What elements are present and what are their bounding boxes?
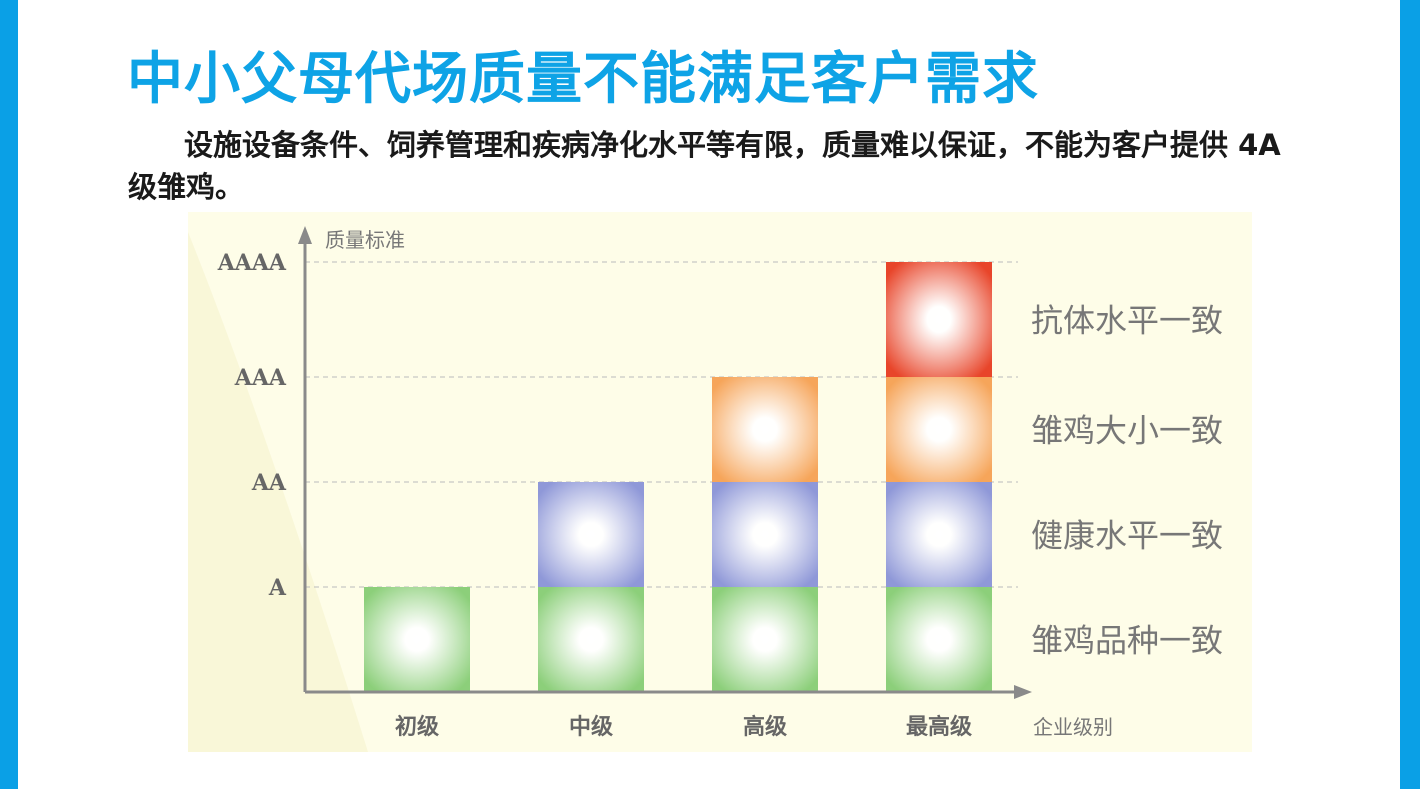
x-tick-label: 初级: [395, 714, 439, 740]
x-tick-label: 高级: [743, 714, 787, 740]
y-axis-arrow: [298, 226, 312, 244]
bar-segment: [538, 482, 644, 587]
bar-segment: [538, 587, 644, 692]
bar-segment: [712, 377, 818, 482]
bar-segment: [886, 262, 992, 377]
legend-label: 抗体水平一致: [1031, 302, 1223, 340]
x-axis-title: 企业级别: [1033, 715, 1113, 739]
bar-segment: [886, 587, 992, 692]
x-tick-label: 中级: [569, 714, 613, 740]
y-axis-title: 质量标准: [325, 228, 405, 252]
legend-label: 雏鸡大小一致: [1031, 412, 1223, 450]
bar-segment: [364, 587, 470, 692]
bar-segment: [886, 482, 992, 587]
y-tick-label: AAAA: [217, 250, 287, 276]
y-tick-label: AA: [251, 470, 287, 496]
page-title: 中小父母代场质量不能满足客户需求: [127, 47, 1039, 112]
x-tick-label: 最高级: [906, 714, 972, 740]
right-accent-bar: [1400, 0, 1420, 789]
chart-background-sweep: [188, 232, 368, 752]
bar-segment: [712, 587, 818, 692]
y-tick-label: AAA: [234, 365, 287, 391]
x-axis-arrow: [1014, 685, 1032, 699]
legend-label: 雏鸡品种一致: [1031, 622, 1223, 660]
left-accent-bar: [0, 0, 18, 789]
bar-segment: [886, 377, 992, 482]
body-paragraph: 设施设备条件、饲养管理和疾病净化水平等有限，质量难以保证，不能为客户提供 4A …: [128, 128, 1281, 204]
bar-segment: [712, 482, 818, 587]
legend-label: 健康水平一致: [1031, 517, 1223, 555]
chart-container: A AA AAA AAAA 初级 中级 高级 最高级 雏鸡品种一致 健康水平一致 雏鸡大小一致 抗体水…: [188, 212, 1252, 752]
y-tick-label: A: [268, 575, 287, 601]
